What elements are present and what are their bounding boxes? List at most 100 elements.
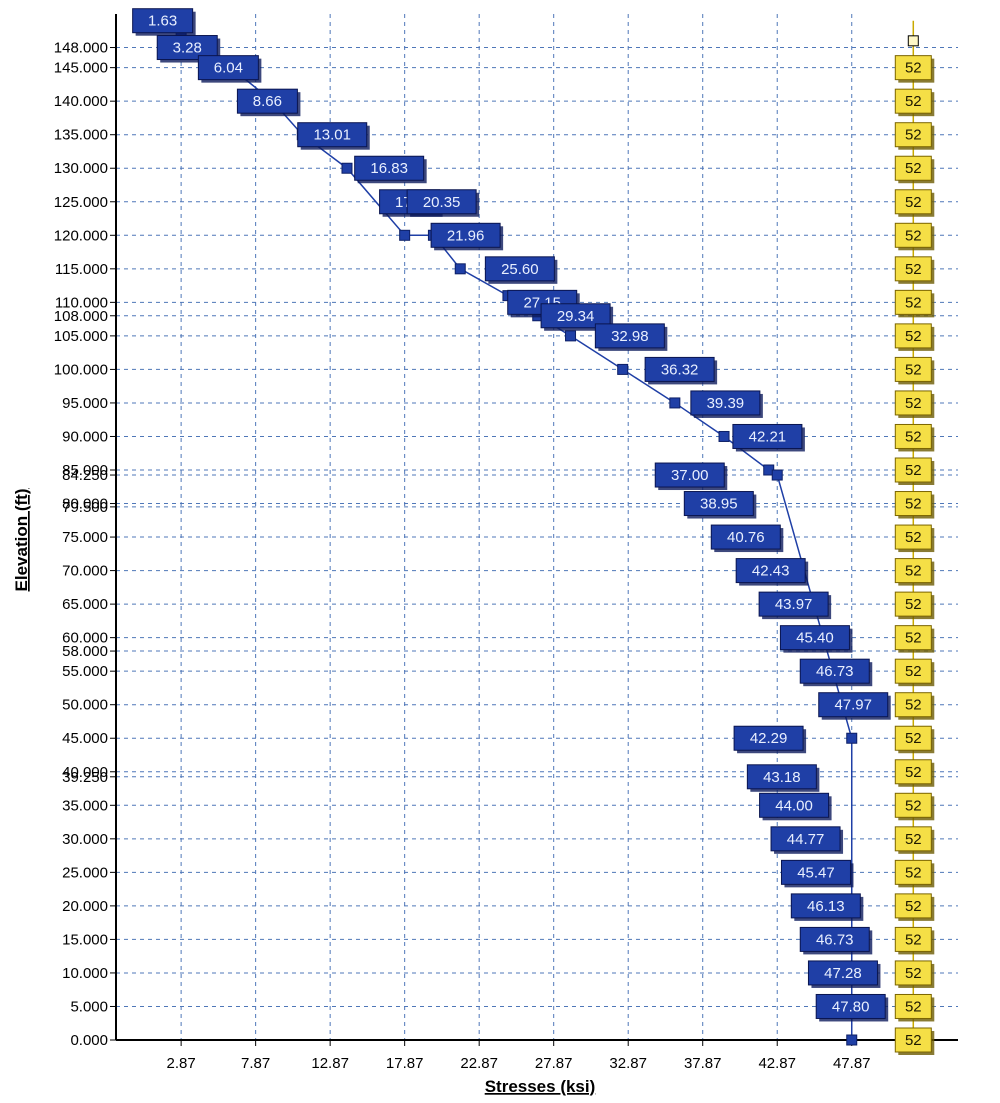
y-tick-label: 39.250 [62,769,108,786]
label-box [894,960,932,986]
limit-data-label: 52 [894,524,935,553]
y-tick-label: 140.000 [54,93,108,110]
label-box [894,993,932,1019]
y-tick-label: 135.000 [54,127,108,144]
label-text: 47.97 [834,697,872,714]
limit-data-label: 52 [894,189,935,217]
y-tick-label: 20.000 [62,898,108,915]
stress-data-label: 42.43 [735,558,809,586]
stress-data-label: 43.18 [746,764,820,792]
y-tick-label: 85.000 [62,462,108,479]
x-tick-label: 7.87 [241,1055,270,1072]
label-box [790,893,861,919]
label-text: 25.60 [501,261,539,278]
label-text: 52 [905,194,922,211]
label-text: 44.00 [775,797,813,814]
stress-data-label: 32.98 [594,323,668,351]
limit-data-label: 52 [894,256,935,284]
label-text: 52 [905,898,922,915]
label-box [894,323,932,349]
y-tick-label: 50.000 [62,697,108,714]
x-tick-label: 22.87 [460,1055,498,1072]
label-text: 45.47 [797,864,835,881]
label-box [894,1027,932,1053]
x-tick-label: 42.87 [758,1055,796,1072]
label-box [594,323,665,349]
stress-data-label: 46.73 [799,658,873,687]
limit-data-label: 52 [894,323,935,351]
label-box [430,222,501,248]
label-text: 52 [905,496,922,513]
stress-data-label: 38.95 [683,491,757,519]
y-tick-label: 110.000 [55,294,108,311]
limit-data-label: 52 [894,759,935,787]
label-text: 52 [905,395,922,412]
label-box [894,591,932,617]
x-tick-label: 27.87 [535,1055,573,1072]
label-text: 52 [905,160,922,177]
stress-data-label: 45.47 [780,859,854,888]
limit-data-label: 52 [894,491,935,519]
stress-data-label: 36.32 [644,356,718,385]
y-tick-label: 70.000 [62,563,108,580]
label-box [354,155,425,181]
stress-data-label: 21.96 [430,222,504,251]
label-text: 40.76 [727,529,765,546]
limit-data-label: 52 [894,893,935,921]
label-box [894,926,932,952]
label-text: 52 [905,428,922,445]
y-axis-title: Elevation (ft) [12,489,31,592]
label-text: 36.32 [661,361,699,378]
label-box [894,423,932,449]
limit-data-label: 52 [894,859,935,888]
limit-data-label: 52 [894,826,935,854]
limit-data-label: 52 [894,1027,935,1055]
limit-data-label: 52 [894,122,935,150]
y-tick-label: 65.000 [62,596,108,613]
stress-data-label: 16.83 [354,155,427,184]
y-tick-label: 148.000 [54,40,108,57]
label-box [894,189,932,215]
y-tick-label: 40.000 [62,764,108,781]
label-box [894,658,932,684]
label-text: 52 [905,596,922,613]
label-box [746,764,817,790]
stress-data-label: 46.13 [790,893,864,921]
label-box [894,289,932,315]
stress-data-label: 42.21 [732,423,805,452]
label-text: 52 [905,93,922,110]
label-box [799,658,870,684]
label-text: 46.73 [816,663,854,680]
stress-data-label: 45.40 [779,625,853,653]
limit-data-label: 52 [894,558,935,586]
label-box [894,55,932,81]
label-text: 1.63 [148,13,177,30]
label-text: 52 [905,797,922,814]
label-text: 16.83 [370,160,408,177]
y-tick-label: 45.000 [62,730,108,747]
limit-data-label: 52 [894,960,935,988]
label-text: 52 [905,563,922,580]
label-box [132,8,194,34]
label-text: 52 [905,1032,922,1049]
limit-data-label: 52 [894,725,935,754]
x-tick-label: 12.87 [311,1055,349,1072]
label-text: 43.18 [763,769,801,786]
label-box [197,55,259,81]
label-box [297,122,368,148]
label-text: 47.80 [832,998,870,1015]
label-text: 52 [905,663,922,680]
y-tick-labels: 0.000 5.000 10.000 15.000 20.000 25.000 30.000… [54,40,116,1049]
y-tick-label: 115.000 [55,261,108,278]
grid-lines [116,14,958,1041]
label-box [894,524,932,550]
x-tick-label: 2.87 [167,1055,196,1072]
x-tick-label: 32.87 [609,1055,647,1072]
label-box [799,926,870,952]
label-box [683,491,754,517]
y-tick-label: 25.000 [62,864,108,881]
label-box [894,222,932,248]
stress-marker [718,430,730,442]
limit-data-label: 52 [894,55,935,83]
